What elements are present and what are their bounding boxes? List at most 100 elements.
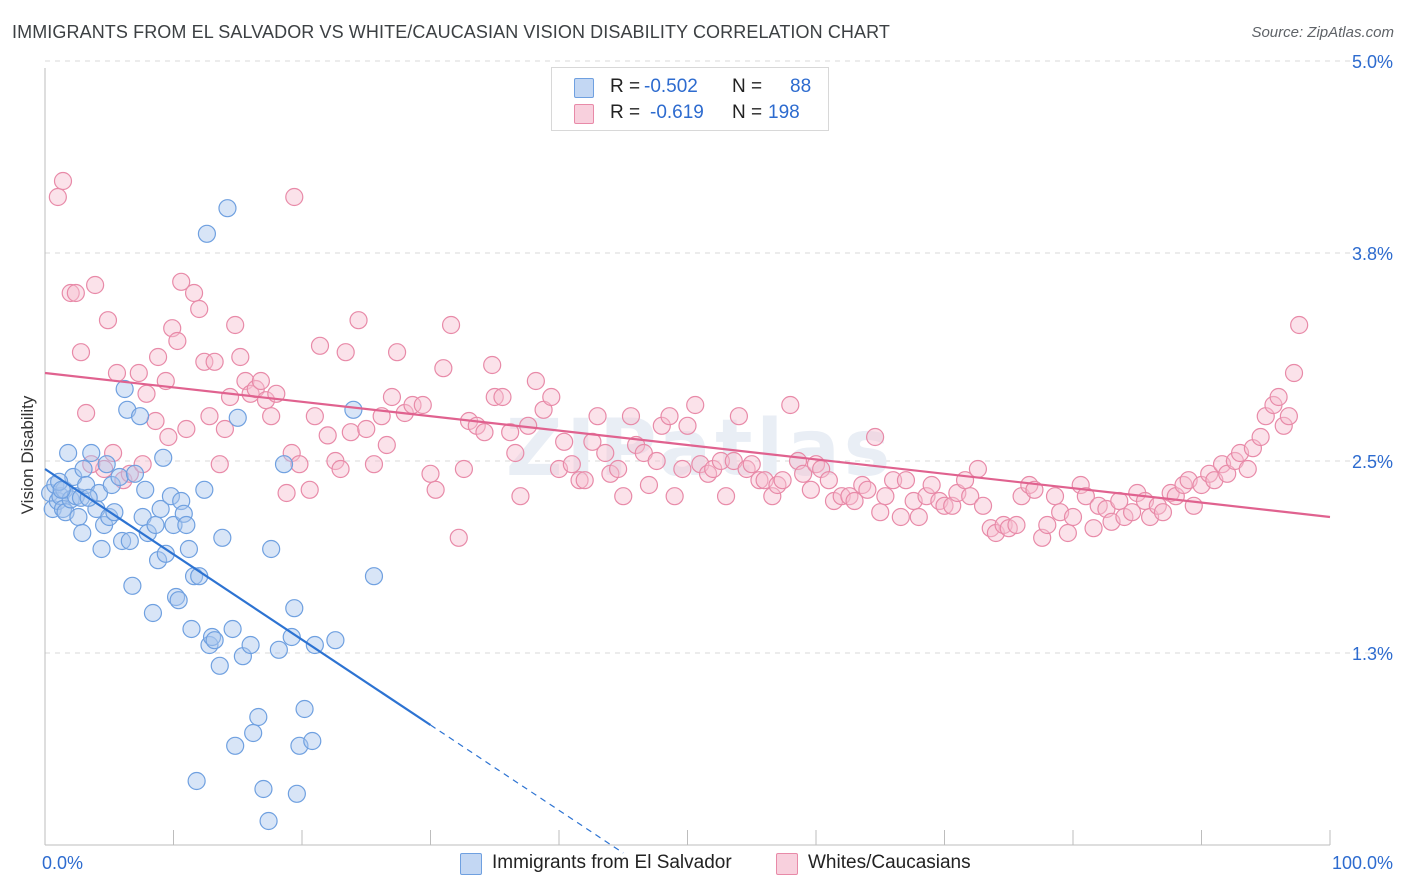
whites-point	[53, 171, 73, 191]
whites-point	[724, 451, 743, 471]
whites-point	[210, 455, 229, 474]
whites-point	[678, 416, 697, 435]
whites-point	[382, 387, 402, 407]
el-salvador-point	[195, 480, 214, 499]
whites-point	[781, 395, 800, 415]
whites-point	[485, 387, 504, 407]
el-salvador-point	[179, 539, 199, 559]
el-salvador-point	[115, 379, 134, 399]
el-salvador-point	[130, 407, 150, 426]
x-tick-label-min: 0.0%	[42, 853, 83, 873]
whites-point	[290, 455, 309, 474]
whites-point	[48, 187, 67, 207]
el-salvador-point	[241, 635, 260, 655]
whites-point	[357, 419, 376, 439]
whites-point	[426, 480, 445, 499]
whites-point	[1076, 487, 1095, 506]
source-credit: Source: ZipAtlas.com	[1251, 24, 1394, 41]
el-salvador-point	[110, 467, 129, 487]
y-tick-label: 1.3%	[1352, 644, 1393, 664]
whites-point	[71, 343, 91, 362]
whites-point	[137, 384, 156, 403]
whites-point	[61, 283, 80, 303]
el-salvador-point	[53, 499, 73, 519]
whites-point	[349, 311, 368, 330]
el-salvador-point	[59, 443, 78, 463]
whites-point	[331, 459, 350, 479]
whites-point	[1058, 523, 1077, 543]
whites-point	[146, 411, 165, 431]
whites-point	[961, 487, 980, 506]
el-salvador-point	[295, 699, 314, 719]
chart-title: IMMIGRANTS FROM EL SALVADOR VS WHITE/CAU…	[12, 22, 890, 42]
whites-point	[665, 487, 684, 506]
whites-point	[575, 471, 594, 490]
whites-point	[200, 407, 219, 426]
stats-legend: R = -0.502 N = 88 R = -0.619 N = 198	[551, 67, 829, 131]
whites-point	[300, 480, 319, 499]
legend-swatch-blue	[460, 853, 482, 875]
whites-point	[1153, 503, 1173, 522]
whites-point	[120, 464, 139, 483]
tick-labels: 1.3% 2.5% 3.8% 5.0% 0.0% 100.0%	[42, 52, 1393, 873]
legend-label: Immigrants from El Salvador	[492, 852, 732, 873]
whites-point	[318, 426, 337, 445]
el-salvador-point	[262, 539, 281, 559]
whites-point	[686, 395, 705, 415]
whites-point	[215, 419, 234, 439]
x-tick-label-max: 100.0%	[1332, 853, 1393, 873]
r-value: -0.619	[650, 102, 704, 123]
whites-point	[168, 331, 187, 351]
whites-point	[129, 363, 148, 383]
whites-point	[1269, 387, 1288, 407]
whites-point	[341, 423, 360, 442]
whites-point	[413, 395, 432, 415]
whites-point	[449, 528, 468, 547]
whites-point	[819, 471, 838, 490]
el-salvador-point	[105, 503, 124, 522]
whites-point	[159, 427, 178, 447]
whites-point	[506, 443, 525, 463]
whites-point	[483, 355, 502, 375]
r-label: R =	[610, 76, 641, 97]
el-salvador-point	[274, 455, 294, 474]
whites-point	[133, 455, 152, 474]
whites-point	[148, 347, 168, 367]
whites-point	[652, 416, 671, 435]
whites-point	[609, 459, 628, 479]
whites-point	[1063, 507, 1083, 527]
whites-point	[634, 443, 653, 463]
whites-point	[511, 487, 530, 506]
el-salvador-point	[92, 539, 111, 559]
el-salvador-point	[303, 731, 322, 751]
el-salvador-point	[69, 507, 88, 527]
whites-point	[262, 407, 281, 426]
el-salvador-point	[305, 635, 324, 655]
whites-point	[858, 480, 877, 499]
whites-point	[364, 455, 384, 474]
whites-point	[570, 471, 589, 490]
whites-point	[935, 496, 954, 515]
el-salvador-point	[244, 723, 263, 743]
whites-point	[1274, 416, 1293, 435]
whites-point	[493, 387, 512, 407]
whites-point	[336, 343, 355, 362]
whites-point	[434, 359, 453, 378]
trend-lines	[44, 371, 1331, 854]
whites-point	[190, 299, 209, 319]
whites-point	[66, 283, 85, 303]
whites-point	[711, 451, 731, 471]
el-salvador-point	[151, 499, 170, 519]
el-salvador-point	[154, 448, 173, 467]
whites-point	[968, 459, 988, 479]
whites-point	[526, 371, 545, 391]
whites-point	[673, 459, 692, 479]
whites-point	[387, 343, 407, 362]
whites-point	[555, 432, 574, 451]
series-whites-points	[48, 171, 1309, 547]
whites-point	[220, 387, 240, 407]
whites-point	[475, 423, 494, 442]
whites-point	[973, 496, 993, 515]
r-label: R =	[610, 102, 641, 123]
legend-swatch-blue	[574, 78, 594, 98]
